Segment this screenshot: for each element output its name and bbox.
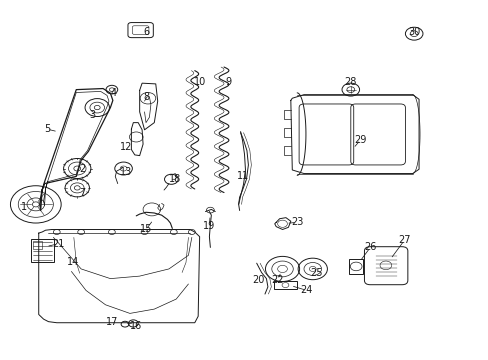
Text: 4: 4 — [110, 88, 117, 98]
Text: 3: 3 — [89, 110, 95, 120]
Text: 19: 19 — [203, 221, 215, 231]
Text: 28: 28 — [344, 77, 356, 87]
Text: 16: 16 — [130, 321, 142, 331]
Text: 21: 21 — [52, 239, 64, 249]
Text: 12: 12 — [120, 142, 132, 152]
Text: 2: 2 — [80, 163, 85, 174]
Bar — [348, 259, 362, 274]
Text: 14: 14 — [66, 257, 79, 267]
Bar — [33, 241, 42, 249]
Text: 1: 1 — [21, 202, 27, 212]
Text: 22: 22 — [271, 275, 284, 285]
Bar — [273, 281, 297, 289]
Text: 24: 24 — [300, 285, 312, 296]
Text: 9: 9 — [225, 77, 231, 87]
Text: 7: 7 — [80, 188, 85, 198]
Text: 10: 10 — [193, 77, 205, 87]
Text: 29: 29 — [354, 135, 366, 145]
Text: 23: 23 — [290, 217, 303, 227]
Text: 20: 20 — [251, 275, 264, 285]
Text: 5: 5 — [44, 124, 50, 134]
Text: 17: 17 — [105, 317, 118, 327]
Text: 13: 13 — [120, 167, 132, 177]
Text: 6: 6 — [142, 27, 149, 37]
Text: 15: 15 — [140, 225, 152, 234]
Text: 18: 18 — [169, 174, 181, 184]
Text: 27: 27 — [397, 235, 410, 245]
Text: 25: 25 — [310, 267, 322, 278]
Text: 30: 30 — [407, 27, 420, 37]
Text: 8: 8 — [142, 92, 149, 102]
Bar — [31, 239, 54, 262]
Text: 26: 26 — [364, 242, 376, 252]
Text: 11: 11 — [237, 171, 249, 181]
